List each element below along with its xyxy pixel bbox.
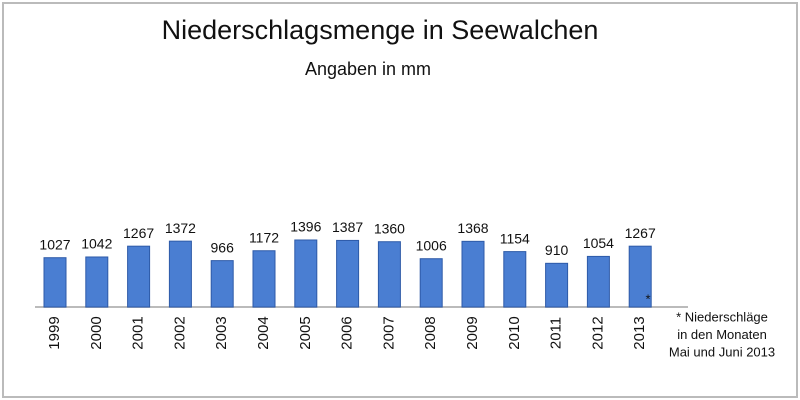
bar <box>461 240 485 308</box>
bar <box>85 256 109 308</box>
value-label: 1267 <box>123 225 154 241</box>
value-label: 1054 <box>583 235 614 251</box>
x-tick-label: 2003 <box>213 316 230 349</box>
bar <box>503 251 527 308</box>
bar <box>377 241 401 308</box>
bar <box>586 255 610 308</box>
x-tick-label: 2000 <box>88 316 105 349</box>
x-tick-label: 2002 <box>171 316 188 349</box>
x-tick-label: 2005 <box>297 316 314 349</box>
x-tick-label: 2011 <box>548 317 565 349</box>
value-label: 1387 <box>332 219 363 235</box>
value-label: 966 <box>211 239 235 255</box>
bar <box>545 262 569 308</box>
value-label: 1396 <box>290 219 321 235</box>
value-label: 1154 <box>500 230 530 246</box>
value-label: 1360 <box>374 220 405 236</box>
value-label: 1368 <box>457 220 488 236</box>
bar <box>168 240 192 308</box>
value-label: 1042 <box>81 236 112 252</box>
x-tick-label: 2012 <box>589 316 606 349</box>
chart-subtitle: Angaben in mm <box>305 59 431 79</box>
bar <box>210 260 234 308</box>
value-label: 1172 <box>249 229 279 245</box>
bar <box>43 257 67 308</box>
bar <box>127 245 151 308</box>
value-label: 1267 <box>625 225 656 241</box>
bar <box>252 250 276 308</box>
bar <box>419 258 443 308</box>
x-tick-label: 2001 <box>130 316 147 349</box>
footnote: in den Monaten <box>677 327 767 342</box>
value-label: 910 <box>545 242 569 258</box>
x-tick-label: 2009 <box>464 316 481 349</box>
x-tick-label: 2004 <box>255 316 272 349</box>
x-tick-label: 2007 <box>380 316 397 349</box>
bar <box>628 245 652 308</box>
value-label: 1006 <box>416 237 447 253</box>
x-tick-label: 1999 <box>46 316 63 349</box>
value-label: 1027 <box>39 236 70 252</box>
chart-title: Niederschlagsmenge in Seewalchen <box>162 15 599 45</box>
x-tick-label: 2010 <box>506 316 523 349</box>
value-label: 1372 <box>165 220 196 236</box>
bar <box>336 239 360 308</box>
x-tick-label: 2008 <box>422 316 439 349</box>
annotation-marker: * <box>645 291 650 306</box>
bar <box>294 239 318 308</box>
footnote: * Niederschläge <box>676 309 768 324</box>
x-tick-label: 2013 <box>631 316 648 349</box>
footnote: Mai und Juni 2013 <box>669 344 775 359</box>
x-tick-label: 2006 <box>339 316 356 349</box>
